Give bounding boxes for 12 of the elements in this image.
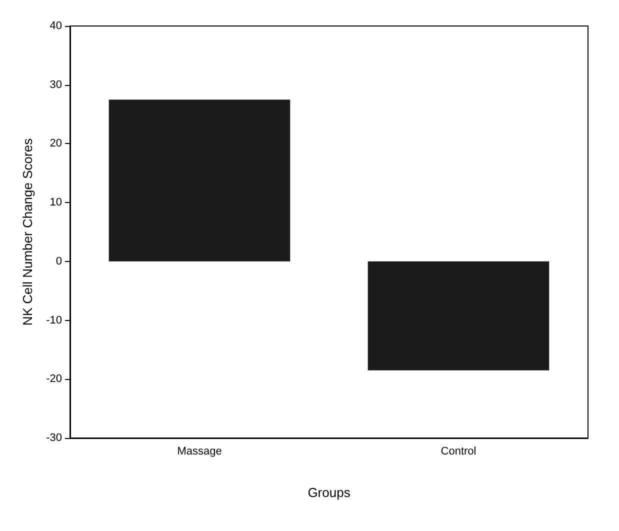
y-tick-label: 0 bbox=[56, 255, 62, 268]
y-tick-label: 30 bbox=[50, 78, 62, 91]
y-tick-label: 10 bbox=[50, 196, 62, 209]
y-tick-label: -20 bbox=[46, 373, 62, 386]
x-axis-title: Groups bbox=[308, 485, 351, 500]
y-axis-title: NK Cell Number Change Scores bbox=[20, 138, 35, 326]
y-tick-label: -10 bbox=[46, 314, 62, 326]
y-tick-label: -30 bbox=[46, 432, 62, 444]
x-tick-label: Control bbox=[440, 446, 476, 458]
x-tick-label: Massage bbox=[177, 446, 222, 458]
y-tick-label: 20 bbox=[50, 138, 62, 150]
y-tick-label: 40 bbox=[50, 20, 62, 32]
